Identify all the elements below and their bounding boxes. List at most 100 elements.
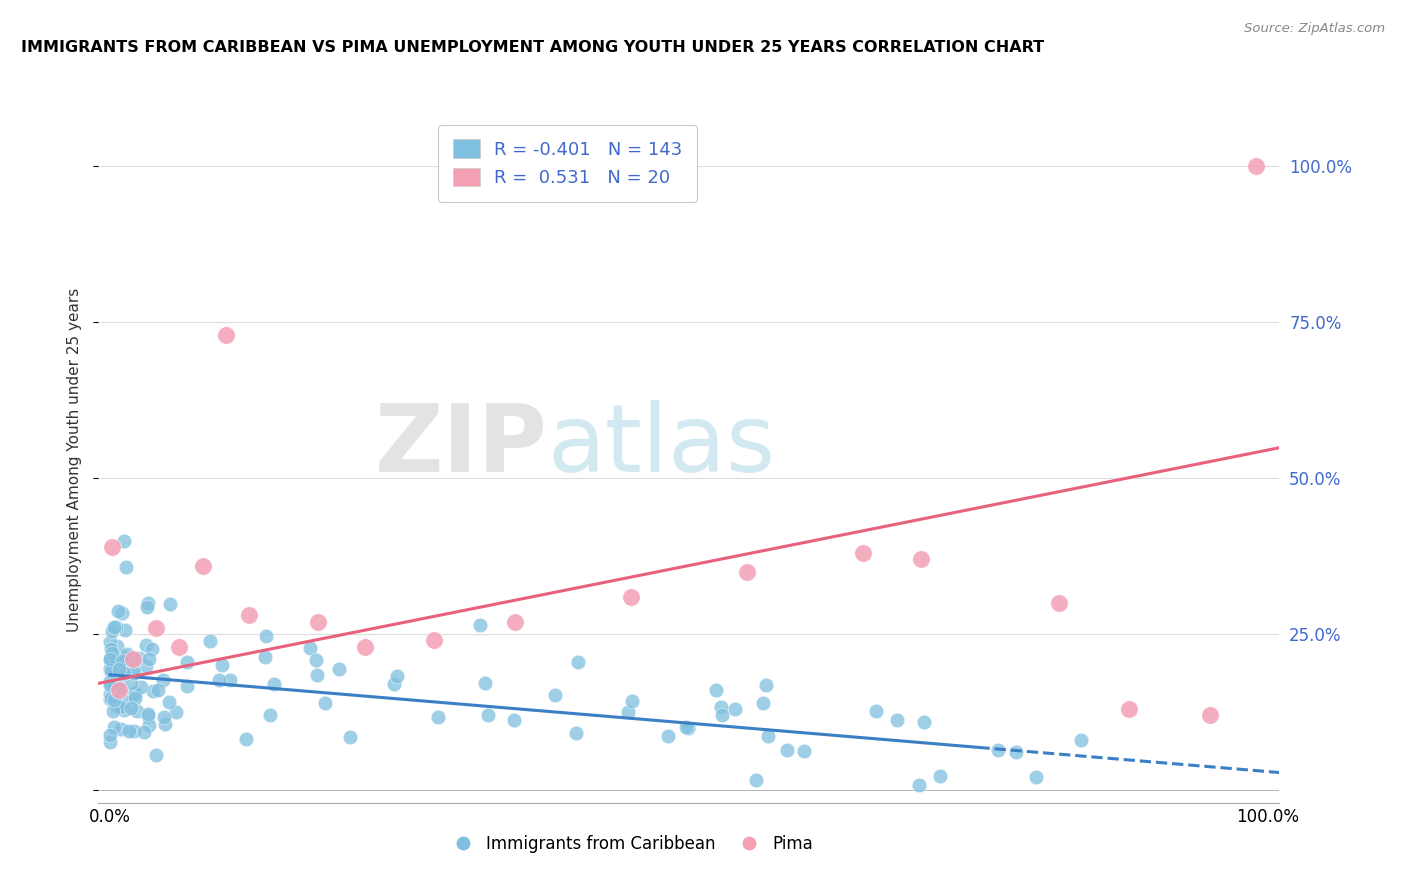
Point	[307, 668, 329, 682]
Point	[101, 676, 124, 690]
Point	[105, 657, 128, 671]
Point	[169, 640, 191, 654]
Point	[128, 650, 150, 665]
Point	[107, 662, 129, 676]
Point	[620, 590, 643, 604]
Point	[112, 666, 135, 681]
Point	[124, 724, 146, 739]
Point	[100, 691, 122, 706]
Point	[100, 641, 122, 656]
Point	[100, 691, 122, 706]
Point	[101, 686, 124, 700]
Point	[155, 717, 177, 731]
Text: IMMIGRANTS FROM CARIBBEAN VS PIMA UNEMPLOYMENT AMONG YOUTH UNDER 25 YEARS CORREL: IMMIGRANTS FROM CARIBBEAN VS PIMA UNEMPL…	[21, 40, 1045, 55]
Point	[620, 694, 643, 708]
Point	[710, 708, 733, 723]
Point	[307, 615, 329, 629]
Point	[103, 669, 125, 683]
Point	[710, 700, 733, 714]
Point	[117, 647, 139, 661]
Point	[678, 721, 700, 735]
Point	[263, 676, 285, 690]
Point	[912, 714, 935, 729]
Point	[259, 707, 281, 722]
Point	[103, 620, 125, 634]
Point	[1004, 745, 1026, 759]
Point	[100, 665, 122, 679]
Point	[132, 725, 155, 739]
Point	[114, 649, 136, 664]
Point	[122, 666, 145, 681]
Point	[120, 656, 142, 670]
Point	[353, 640, 375, 654]
Point	[98, 652, 121, 666]
Point	[115, 560, 138, 574]
Point	[153, 710, 176, 724]
Point	[328, 662, 350, 676]
Point	[104, 665, 127, 680]
Point	[198, 633, 221, 648]
Point	[776, 742, 799, 756]
Point	[1199, 708, 1222, 723]
Point	[111, 607, 134, 621]
Point	[152, 673, 174, 687]
Point	[124, 690, 146, 705]
Point	[141, 642, 163, 657]
Point	[176, 680, 198, 694]
Point	[118, 723, 141, 738]
Point	[136, 709, 159, 723]
Point	[103, 693, 125, 707]
Point	[219, 673, 242, 687]
Point	[104, 653, 127, 667]
Point	[108, 683, 131, 698]
Point	[211, 657, 233, 672]
Point	[98, 728, 121, 742]
Point	[138, 651, 160, 665]
Point	[107, 653, 129, 667]
Point	[107, 604, 129, 618]
Point	[107, 677, 129, 691]
Point	[617, 705, 640, 719]
Point	[114, 623, 136, 637]
Point	[314, 696, 336, 710]
Point	[745, 773, 768, 788]
Point	[735, 565, 758, 579]
Point	[138, 718, 160, 732]
Point	[544, 688, 567, 702]
Text: Source: ZipAtlas.com: Source: ZipAtlas.com	[1244, 22, 1385, 36]
Point	[101, 704, 124, 718]
Point	[98, 675, 121, 690]
Point	[118, 656, 141, 670]
Point	[98, 663, 121, 677]
Point	[107, 699, 129, 714]
Point	[235, 731, 257, 746]
Point	[145, 748, 167, 763]
Point	[157, 695, 180, 709]
Point	[567, 655, 589, 669]
Point	[299, 640, 322, 655]
Point	[98, 734, 121, 748]
Point	[105, 639, 128, 653]
Point	[793, 744, 815, 758]
Point	[426, 710, 449, 724]
Point	[105, 666, 128, 681]
Point	[657, 729, 679, 743]
Point	[865, 705, 887, 719]
Point	[468, 617, 491, 632]
Point	[105, 620, 128, 634]
Point	[98, 635, 121, 649]
Point	[101, 689, 124, 703]
Point	[145, 621, 167, 635]
Point	[910, 552, 932, 566]
Point	[108, 681, 131, 695]
Point	[105, 651, 128, 665]
Point	[503, 714, 526, 728]
Point	[1025, 770, 1047, 784]
Point	[98, 661, 121, 675]
Point	[120, 676, 142, 690]
Point	[1070, 733, 1092, 747]
Point	[852, 546, 875, 560]
Point	[114, 694, 136, 708]
Point	[752, 696, 775, 710]
Point	[215, 327, 238, 342]
